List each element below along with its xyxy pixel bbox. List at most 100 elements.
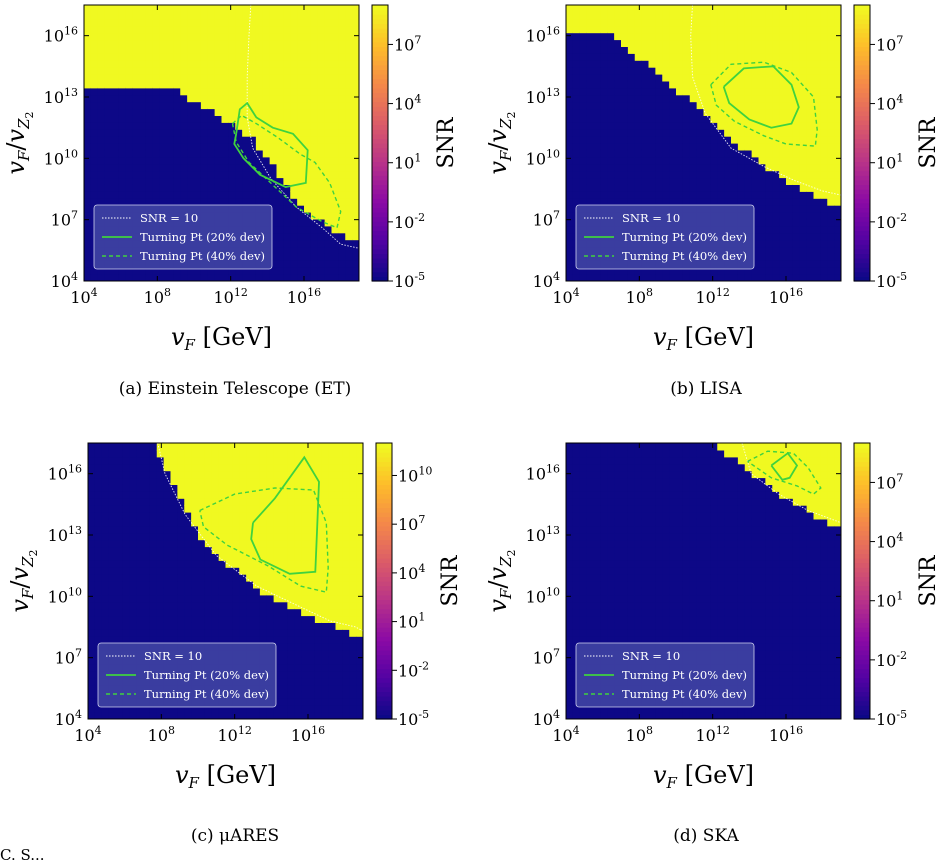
heatmap-cell [607,129,615,137]
heatmap-cell [125,274,133,281]
heatmap-cell [751,253,760,261]
heatmap-cell [204,594,213,603]
heatmap-cell [676,74,684,82]
heatmap-cell [273,456,282,465]
heatmap-cell [352,191,359,199]
heatmap-cell [765,60,773,68]
heatmap-cell [331,115,339,123]
heatmap-cell [228,274,236,281]
heatmap-cell [145,67,154,75]
heatmap-cell [218,470,227,479]
heatmap-cell [84,80,92,89]
heatmap-cell [180,267,188,275]
heatmap-cell [132,74,140,82]
heatmap-cell [614,32,622,41]
heatmap-cell [662,170,670,179]
heatmap-cell [314,650,323,658]
heatmap-cell [266,622,275,630]
heatmap-cell [724,129,732,137]
heatmap-cell [331,11,339,20]
heatmap-cell [211,518,220,527]
heatmap-cell [792,191,801,199]
heatmap-cell [94,705,103,713]
heatmap-cell [255,198,264,206]
heatmap-cell [349,560,357,568]
heatmap-cell [218,636,227,644]
heatmap-cell [317,239,326,248]
heatmap-cell [118,129,126,137]
heatmap-cell [744,191,753,199]
heatmap-cell [310,53,319,61]
heatmap-cell [156,601,165,610]
heatmap-cell [97,129,106,137]
heatmap-cell [101,463,110,472]
heatmap-cell [259,532,268,541]
heatmap-cell [758,218,766,227]
heatmap-cell [786,11,794,20]
heatmap-cell [641,143,650,151]
heatmap-cell [744,53,753,61]
heatmap-cell [290,267,298,275]
heatmap-cell [321,650,330,658]
heatmap-cell [187,53,195,61]
heatmap-cell [214,129,223,137]
heatmap-cell [97,156,106,165]
heatmap-cell [317,11,326,20]
heatmap-cell [324,74,333,82]
heatmap-cell [827,267,835,275]
heatmap-cell [703,39,711,47]
heatmap-cell [88,650,96,658]
heatmap-cell [328,705,337,713]
heatmap-cell [221,32,229,41]
heatmap-cell [180,108,188,116]
heatmap-cell [129,539,137,548]
heatmap-cell [259,615,268,623]
heatmap-cell [566,225,574,234]
heatmap-cell [104,53,113,61]
heatmap-cell [132,5,140,13]
heatmap-cell [204,525,213,534]
heatmap-cell [827,218,835,227]
heatmap-cell [655,170,663,179]
heatmap-cell [88,663,96,672]
heatmap-cell [834,205,841,213]
heatmap-cell [342,470,350,479]
heatmap-cell [152,129,161,137]
heatmap-cell [710,60,718,68]
heatmap-cell [149,622,158,630]
heatmap-cell [641,74,650,82]
heatmap-cell [314,581,323,589]
heatmap-cell [356,553,363,561]
heatmap-cell [641,274,650,281]
heatmap-cell [572,136,581,144]
heatmap-cell [269,108,278,116]
heatmap-cell [152,11,161,20]
heatmap-cell [813,94,821,103]
heatmap-cell [349,463,357,472]
heatmap-cell [335,594,343,603]
heatmap-cell [349,449,357,458]
heatmap-cell [232,470,240,479]
heatmap-cell [280,443,288,451]
heatmap-cell [249,94,257,103]
heatmap-cell [259,567,268,575]
heatmap-cell [173,25,181,34]
heatmap-cell [280,539,288,548]
heatmap-cell [111,163,119,172]
heatmap-cell [301,684,309,692]
heatmap-cell [235,53,243,61]
heatmap-cell [253,629,261,637]
heatmap-cell [758,260,766,268]
heatmap-cell [772,46,780,54]
heatmap-cell [104,115,113,123]
snr10-contour-a [246,5,359,249]
heatmap-cell [321,560,330,568]
heatmap-cell [813,60,821,68]
heatmap-cell [187,67,195,75]
heatmap-cell [731,60,739,68]
heatmap-cell [156,629,165,637]
heatmap-cell [682,274,691,281]
heatmap-cell [90,94,99,103]
heatmap-cell [104,136,113,144]
heatmap-cell [314,608,323,617]
